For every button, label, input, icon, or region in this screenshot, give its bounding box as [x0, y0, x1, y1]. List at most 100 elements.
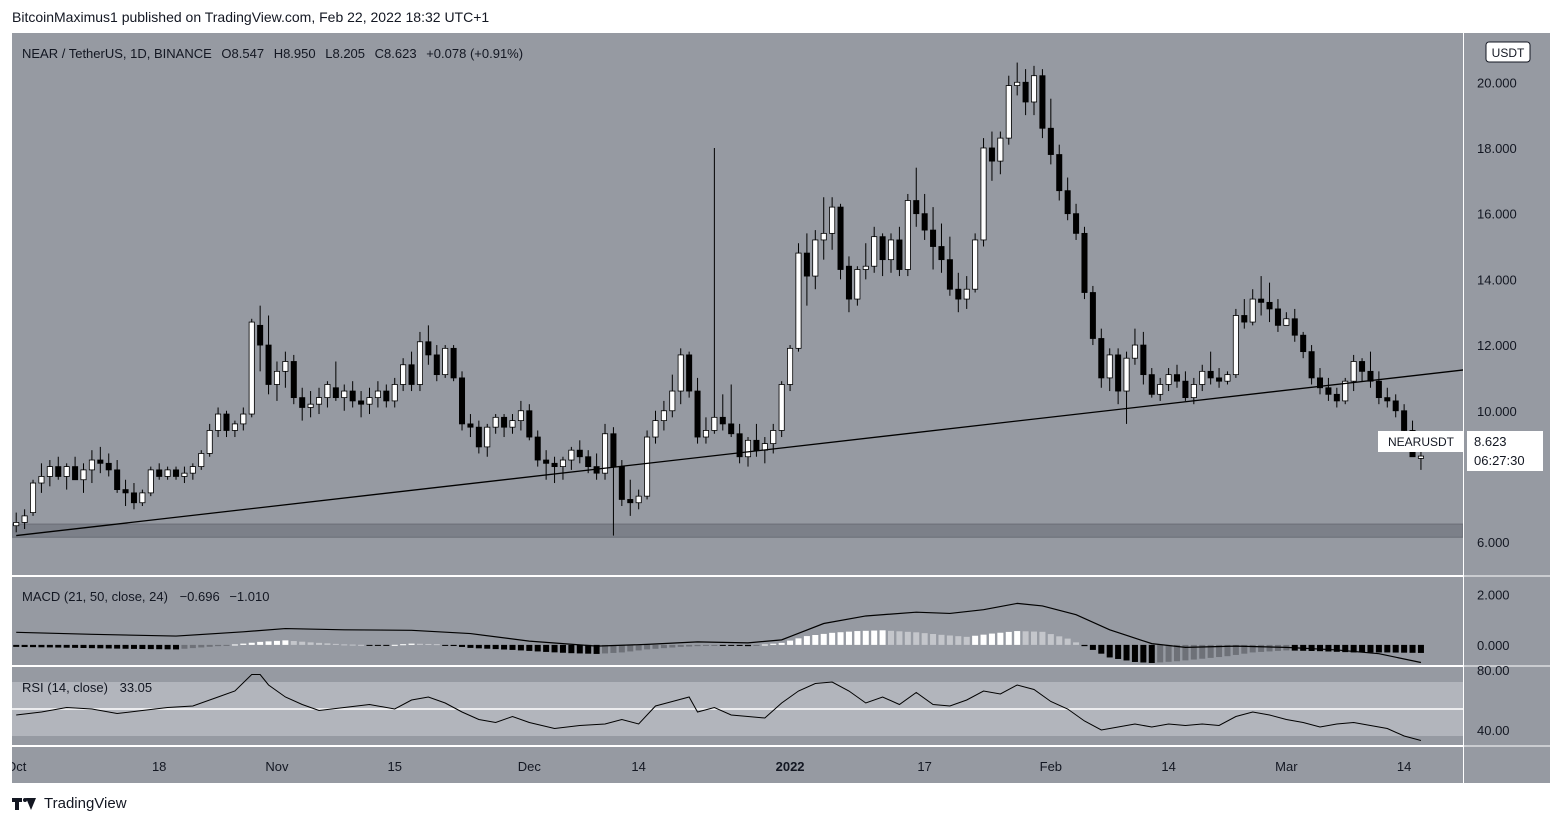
candle-body	[72, 466, 79, 481]
candle-body	[1342, 380, 1349, 402]
candle-body	[13, 522, 20, 527]
candle	[1014, 62, 1021, 96]
candle	[164, 466, 171, 480]
candle-body	[273, 370, 280, 385]
candle	[904, 193, 911, 277]
candle	[1359, 358, 1366, 382]
candle-body	[189, 466, 196, 474]
axes: 20.000 18.000 16.000 14.000 12.000 10.000 6.00…	[12, 33, 1550, 783]
candle-body	[559, 459, 566, 468]
candle-body	[1241, 315, 1248, 323]
chart-frame[interactable]: 20.000 18.000 16.000 14.000 12.000 10.000 6.00…	[12, 33, 1550, 783]
candle	[719, 394, 726, 431]
macd-histogram-bar	[1266, 644, 1273, 652]
candle-body	[1123, 357, 1130, 392]
candle	[1157, 377, 1164, 401]
candle	[105, 453, 112, 477]
macd-histogram-bar	[585, 644, 592, 654]
candle	[265, 315, 272, 395]
candle-body	[156, 469, 163, 477]
candle-body	[568, 449, 575, 461]
candle	[1325, 377, 1332, 401]
candle	[845, 256, 852, 313]
macd-histogram-bar	[509, 644, 516, 650]
candle-body	[736, 433, 743, 458]
candle-body	[265, 344, 272, 385]
candle	[1081, 226, 1088, 300]
candle	[425, 325, 432, 365]
candle-body	[30, 482, 37, 513]
candle	[1266, 282, 1273, 323]
macd-histogram-bar	[543, 644, 550, 652]
candle-body	[21, 515, 28, 523]
macd-histogram-bar	[358, 644, 365, 646]
candle	[248, 318, 255, 418]
candle-body	[669, 390, 676, 412]
candle	[459, 371, 466, 431]
candle	[442, 345, 449, 378]
macd-histogram-bar	[736, 644, 743, 646]
candle	[147, 466, 154, 497]
candle-body	[341, 390, 348, 399]
macd-histogram-bar	[1384, 644, 1391, 653]
symbol-price-tag-label: NEARUSDT	[1388, 435, 1455, 449]
candle	[980, 138, 987, 247]
macd-histogram-bar	[761, 644, 768, 646]
macd-histogram-bar	[1064, 638, 1071, 645]
candle-body	[728, 423, 735, 435]
macd-histogram-bar	[787, 640, 794, 645]
candle	[1148, 368, 1155, 398]
macd-histogram-bar	[349, 644, 356, 646]
candle	[736, 423, 743, 464]
candle-body	[1308, 351, 1315, 379]
candle-body	[467, 423, 474, 428]
candle	[1123, 351, 1130, 424]
candle-body	[854, 269, 861, 300]
candle-body	[173, 469, 180, 477]
macd-histogram-bar	[408, 643, 415, 645]
candle-body	[257, 324, 264, 346]
candle	[383, 384, 390, 408]
macd-histogram-bar	[130, 644, 137, 649]
publish-header: BitcoinMaximus1 published on TradingView…	[12, 9, 490, 25]
candle	[1224, 371, 1231, 385]
candle	[686, 351, 693, 398]
macd-histogram-bar	[795, 638, 802, 645]
candle	[13, 512, 20, 533]
candle	[282, 351, 289, 388]
candle-body	[248, 321, 255, 415]
macd-histogram-bar	[290, 641, 297, 645]
macd-histogram-bar	[669, 644, 676, 648]
price-axis-bg	[1464, 33, 1550, 783]
macd-histogram-bar	[1005, 631, 1012, 645]
macd-histogram-bar	[1199, 644, 1206, 659]
candle-body	[240, 413, 247, 425]
macd-histogram-bar	[416, 643, 423, 645]
candle	[795, 243, 802, 352]
candle	[88, 450, 95, 484]
candle-body	[862, 265, 869, 270]
macd-histogram-bar	[122, 644, 129, 649]
macd-axis-tick-label: 0.000	[1477, 638, 1510, 653]
candle-body	[1005, 85, 1012, 139]
candle-body	[955, 288, 962, 300]
macd-histogram-bar	[181, 644, 188, 649]
candle	[1173, 364, 1181, 388]
candle	[1216, 368, 1223, 388]
macd-histogram-bar	[1333, 644, 1340, 652]
candle	[829, 197, 836, 250]
macd-histogram-bar	[316, 642, 323, 645]
macd-histogram-bar	[820, 633, 827, 645]
candle	[1165, 368, 1172, 392]
candle	[1190, 377, 1197, 405]
macd-title: MACD (21, 50, close, 24)	[22, 589, 168, 604]
macd-histogram-bar	[980, 634, 987, 645]
bar-countdown: 06:27:30	[1474, 453, 1525, 468]
chart-canvas[interactable]: 20.000 18.000 16.000 14.000 12.000 10.000 6.00…	[12, 33, 1550, 783]
currency-badge[interactable]	[1485, 41, 1531, 63]
candle-body	[1333, 393, 1340, 402]
candle-body	[114, 469, 121, 490]
macd-histogram-bar	[593, 644, 600, 654]
candle	[273, 361, 280, 401]
rsi-legend: RSI (14, close) 33.05	[22, 680, 152, 695]
